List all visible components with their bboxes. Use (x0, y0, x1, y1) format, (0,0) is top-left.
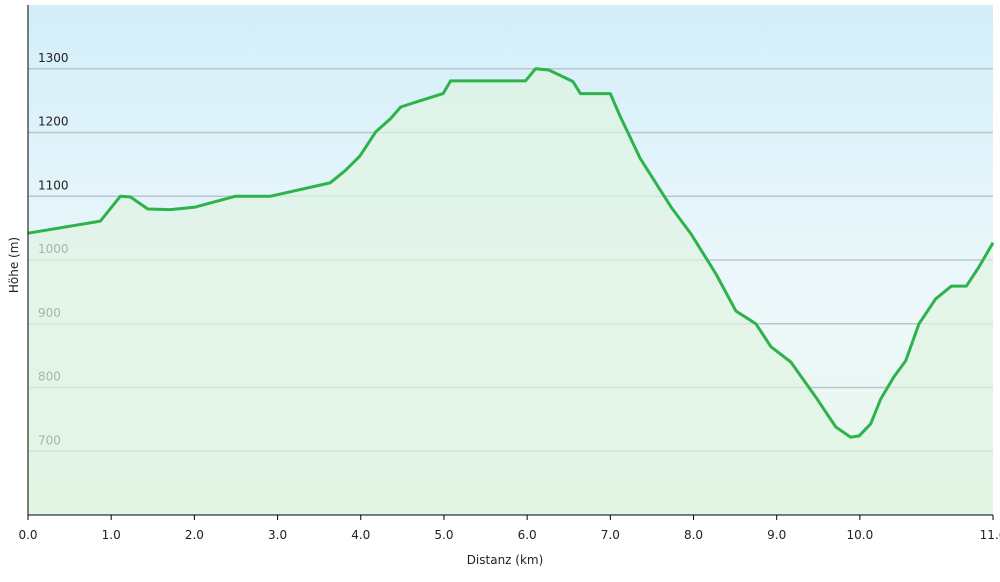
area (28, 68, 993, 516)
x-tick-label: 10.0 (847, 528, 874, 542)
x-tick-label: 2.0 (185, 528, 204, 542)
x-tick-label: 11.6 (980, 528, 1000, 542)
x-tick-label: 5.0 (434, 528, 453, 542)
x-tick-label: 3.0 (268, 528, 287, 542)
x-tick-label: 1.0 (102, 528, 121, 542)
x-axis-label: Distanz (km) (467, 553, 544, 567)
line (27, 67, 995, 439)
y-tick-label: 1300 (38, 51, 69, 65)
x-tick-label: 8.0 (684, 528, 703, 542)
y-axis-label: Höhe (m) (7, 237, 21, 293)
x-tick-label: 4.0 (351, 528, 370, 542)
x-tick-label: 6.0 (518, 528, 537, 542)
y-tick-label: 1200 (38, 115, 69, 129)
x-tick-label: 0.0 (18, 528, 37, 542)
x-tick-label: 9.0 (767, 528, 786, 542)
x-tick-label: 7.0 (601, 528, 620, 542)
y-tick-label: 1100 (38, 178, 69, 192)
